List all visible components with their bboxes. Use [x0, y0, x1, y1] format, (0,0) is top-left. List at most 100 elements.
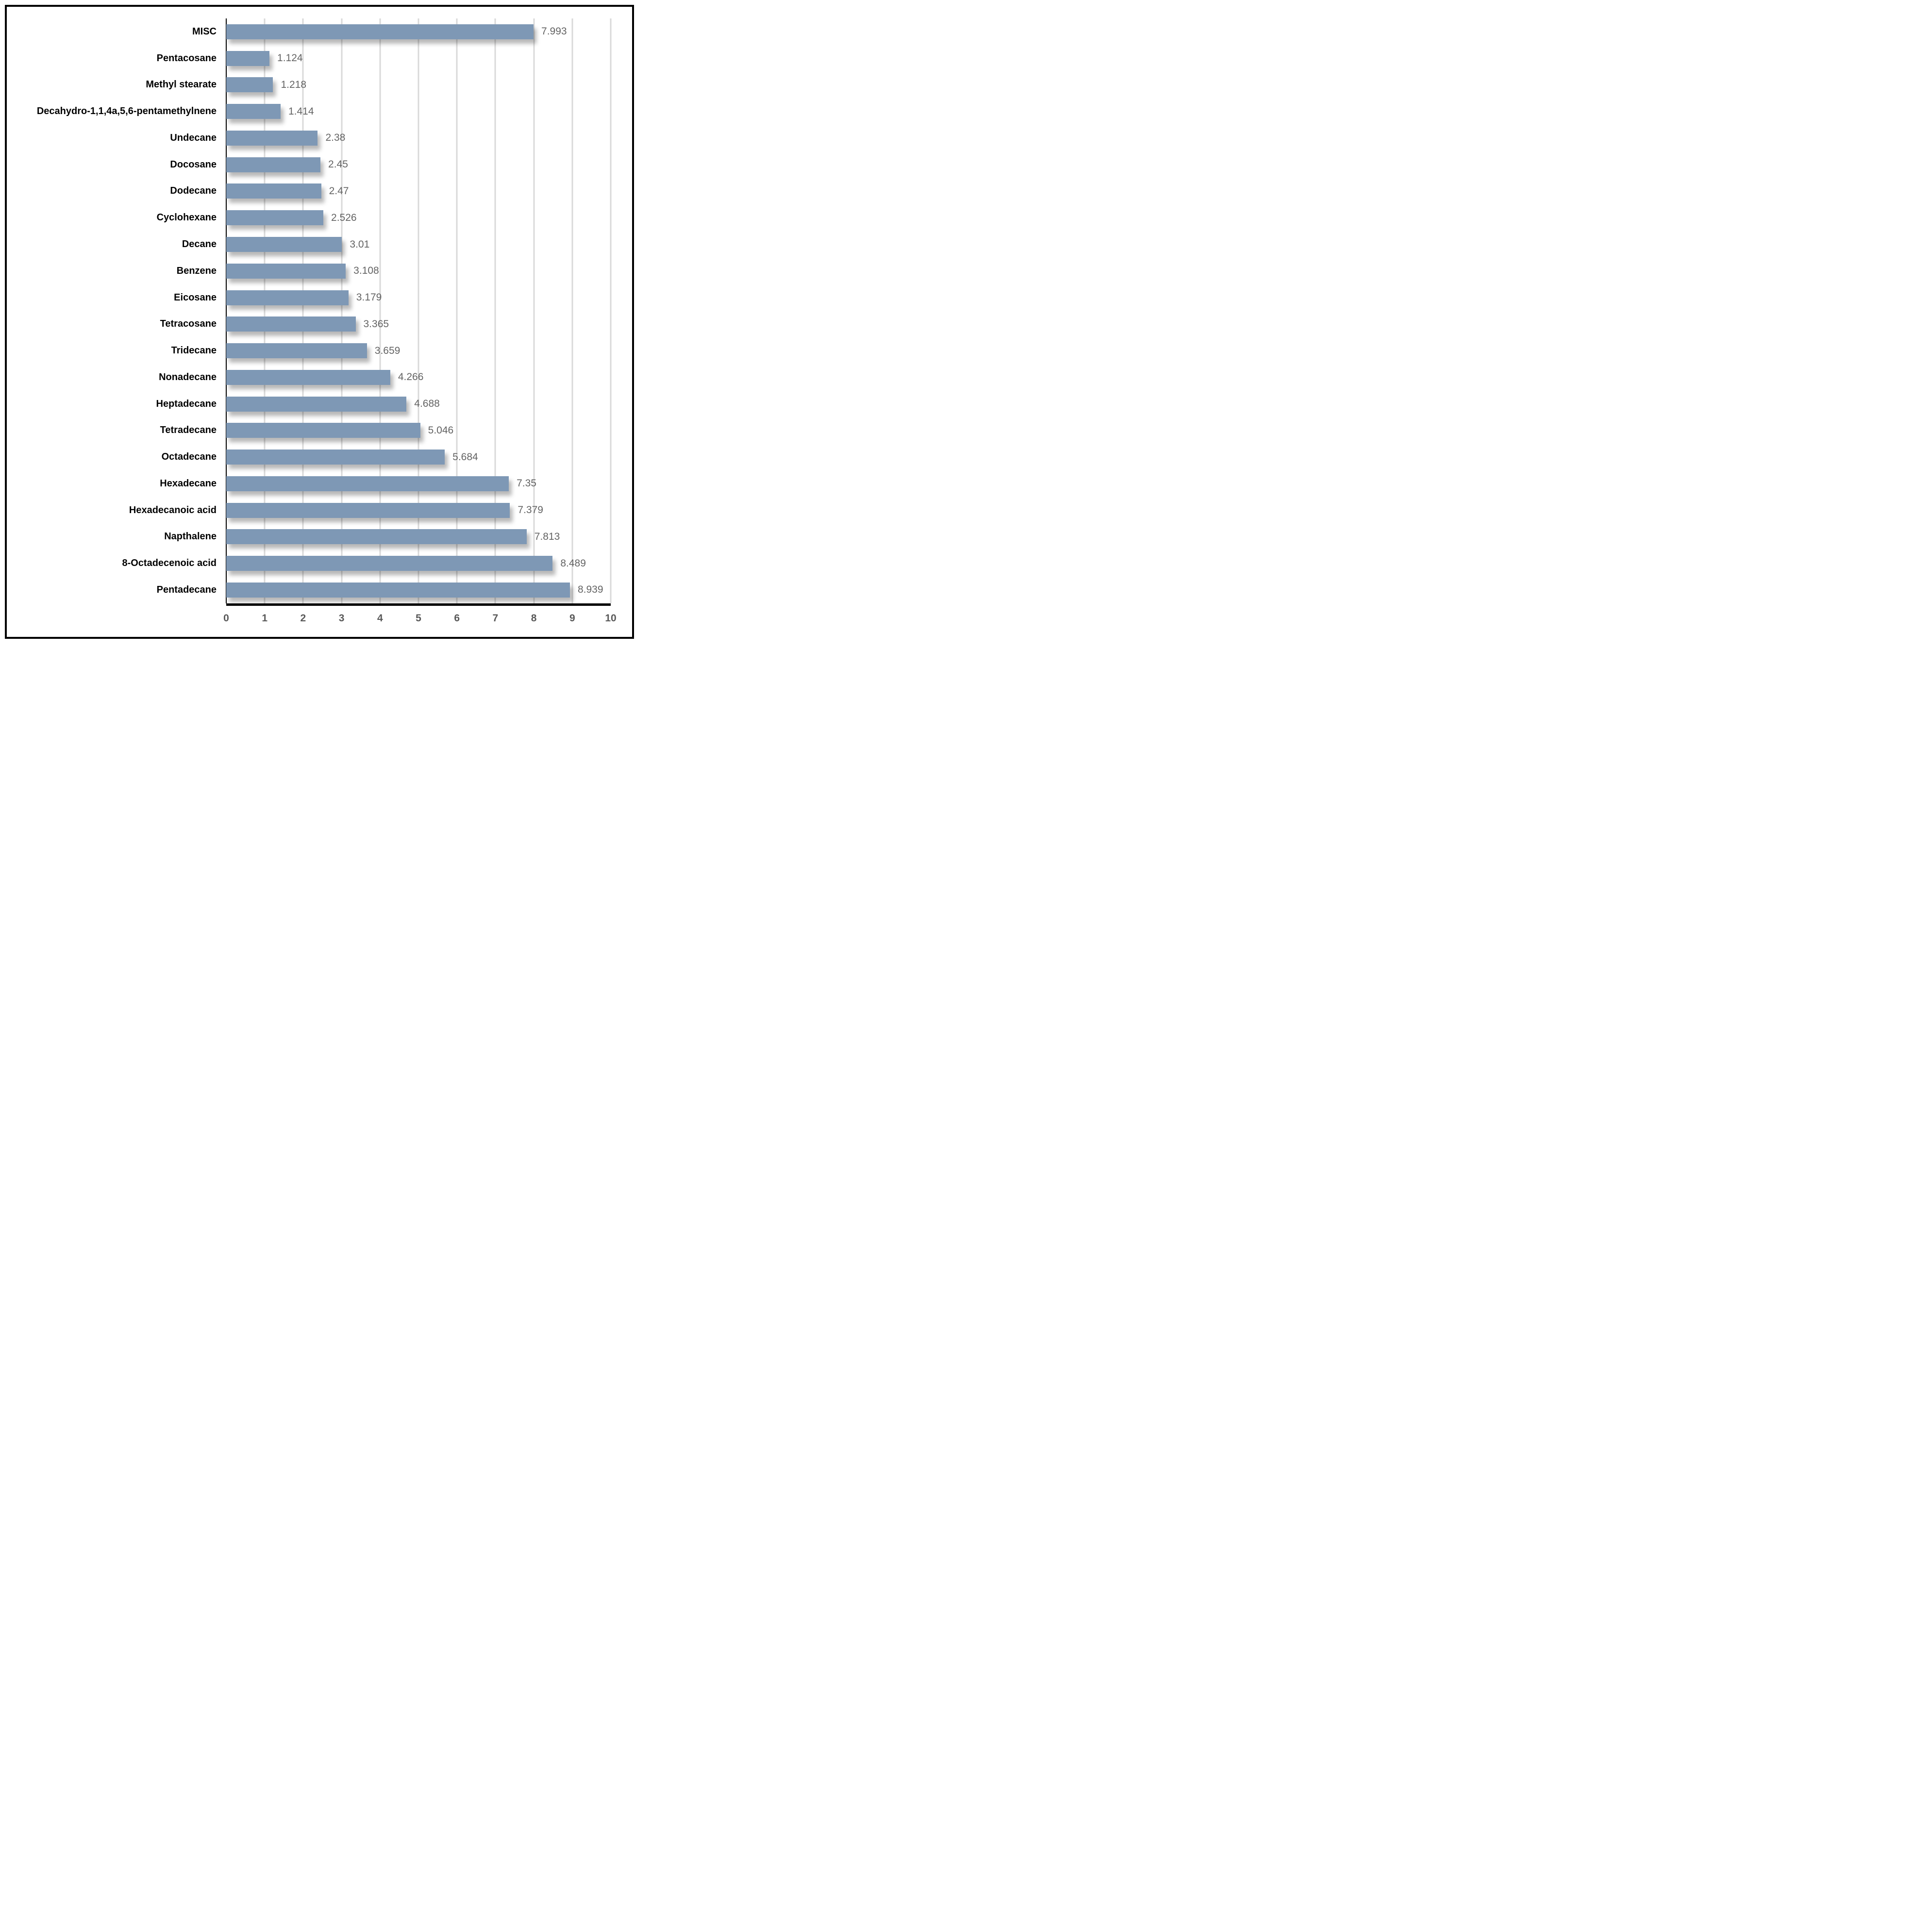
category-label: Tetradecane	[160, 425, 217, 436]
value-label: 3.659	[374, 345, 401, 356]
bar-row: Pentadecane 8.939	[157, 577, 611, 603]
gridline	[533, 18, 535, 603]
x-tick-label: 1	[262, 613, 268, 624]
bar-row: Heptadecane 4.688	[156, 391, 611, 417]
category-label: Decane	[182, 239, 217, 250]
x-tick-label: 2	[300, 613, 306, 624]
bar	[226, 210, 324, 226]
bar	[226, 130, 318, 146]
category-label: Pentadecane	[156, 584, 217, 595]
bar-row: Octadecane 5.684	[162, 444, 611, 470]
plot-area: MISC 7.993 Pentacosane 1.124 Methyl stea…	[7, 18, 632, 603]
gridline	[264, 18, 266, 603]
category-label: Dodecane	[170, 185, 217, 197]
bar-row: Decane 3.01	[182, 231, 611, 258]
category-label: Undecane	[170, 132, 217, 143]
bar-row: Dodecane 2.47	[170, 178, 611, 205]
bar	[226, 423, 420, 438]
value-label: 4.688	[414, 398, 440, 410]
value-label: 3.179	[356, 292, 382, 303]
gridlines-layer	[226, 18, 612, 603]
value-label: 5.046	[428, 424, 454, 436]
category-label: Methyl stearate	[146, 79, 217, 90]
bar	[226, 556, 553, 571]
bar-row: Methyl stearate 1.218	[146, 72, 611, 99]
value-label: 3.365	[363, 318, 389, 330]
x-tick-label: 8	[531, 613, 537, 624]
bar	[226, 316, 356, 332]
value-label: 3.01	[350, 238, 370, 250]
value-label: 7.993	[541, 26, 567, 37]
category-label: Tridecane	[171, 345, 217, 356]
bar	[226, 343, 367, 359]
bar	[226, 263, 346, 279]
bar-row: Napthalene 7.813	[164, 524, 611, 550]
gridline	[418, 18, 419, 603]
y-axis-line	[226, 18, 227, 603]
category-label: MISC	[192, 26, 217, 37]
x-tick-label: 10	[605, 613, 617, 624]
value-label: 7.379	[518, 504, 543, 516]
x-axis-line	[226, 603, 611, 606]
gridline	[302, 18, 304, 603]
category-label: Octadecane	[161, 451, 217, 463]
bar	[226, 502, 510, 518]
bar-row: Benzene 3.108	[177, 258, 611, 284]
bar-row: Tetracosane 3.365	[160, 311, 611, 337]
category-label: Heptadecane	[156, 398, 217, 409]
bar-row: Docosane 2.45	[170, 151, 611, 178]
category-label: Decahydro-1,1,4a,5,6-pentamethylnene	[36, 106, 217, 117]
value-label: 2.47	[329, 185, 349, 197]
category-label: Benzene	[176, 265, 217, 276]
bar-row: 8-Octadecenoic acid 8.489	[122, 550, 611, 577]
bar-row: Nonadecane 4.266	[159, 364, 611, 391]
value-label: 1.124	[277, 52, 303, 64]
bar-rows: MISC 7.993 Pentacosane 1.124 Methyl stea…	[37, 18, 611, 603]
bar	[226, 369, 390, 385]
category-label: Hexadecane	[160, 478, 217, 489]
x-tick-label: 7	[492, 613, 499, 624]
bar-row: Cyclohexane 2.526	[157, 204, 611, 231]
bar-row: Tetradecane 5.046	[160, 417, 611, 444]
bar	[226, 50, 270, 66]
category-label: Napthalene	[164, 531, 217, 542]
value-label: 2.38	[325, 132, 346, 144]
bar	[226, 237, 342, 252]
value-label: 1.414	[288, 105, 314, 117]
gridline	[341, 18, 343, 603]
bar-row: Hexadecane 7.35	[160, 470, 611, 497]
value-label: 7.35	[517, 478, 536, 489]
category-label: Tetracosane	[160, 318, 217, 330]
gridline	[494, 18, 496, 603]
gridline	[571, 18, 573, 603]
x-tick-label: 0	[223, 613, 229, 624]
bar-row: MISC 7.993	[192, 18, 611, 45]
bar	[226, 450, 445, 465]
value-label: 2.526	[331, 212, 357, 223]
bar-row: Decahydro-1,1,4a,5,6-pentamethylnene 1.4…	[37, 98, 611, 125]
category-label: Cyclohexane	[156, 212, 217, 223]
gridline	[379, 18, 381, 603]
bar	[226, 24, 534, 39]
bar	[226, 582, 570, 598]
value-label: 2.45	[328, 159, 348, 170]
category-label: Hexadecanoic acid	[129, 504, 217, 516]
bar	[226, 290, 349, 305]
bar	[226, 77, 273, 93]
gridline	[456, 18, 458, 603]
value-label: 4.266	[398, 371, 424, 383]
bar	[226, 529, 527, 545]
x-tick-label: 3	[338, 613, 345, 624]
x-tick-label: 9	[569, 613, 575, 624]
bar-row: Undecane 2.38	[170, 125, 611, 151]
x-tick-label: 6	[454, 613, 460, 624]
bar-row: Eicosane 3.179	[174, 284, 611, 311]
bar	[226, 396, 407, 412]
bar	[226, 476, 509, 491]
x-tick-label: 5	[416, 613, 421, 624]
category-label: Pentacosane	[156, 52, 217, 64]
category-label: Eicosane	[174, 292, 217, 303]
value-label: 1.218	[281, 79, 307, 90]
x-tick-label: 4	[377, 613, 383, 624]
bar	[226, 183, 321, 199]
